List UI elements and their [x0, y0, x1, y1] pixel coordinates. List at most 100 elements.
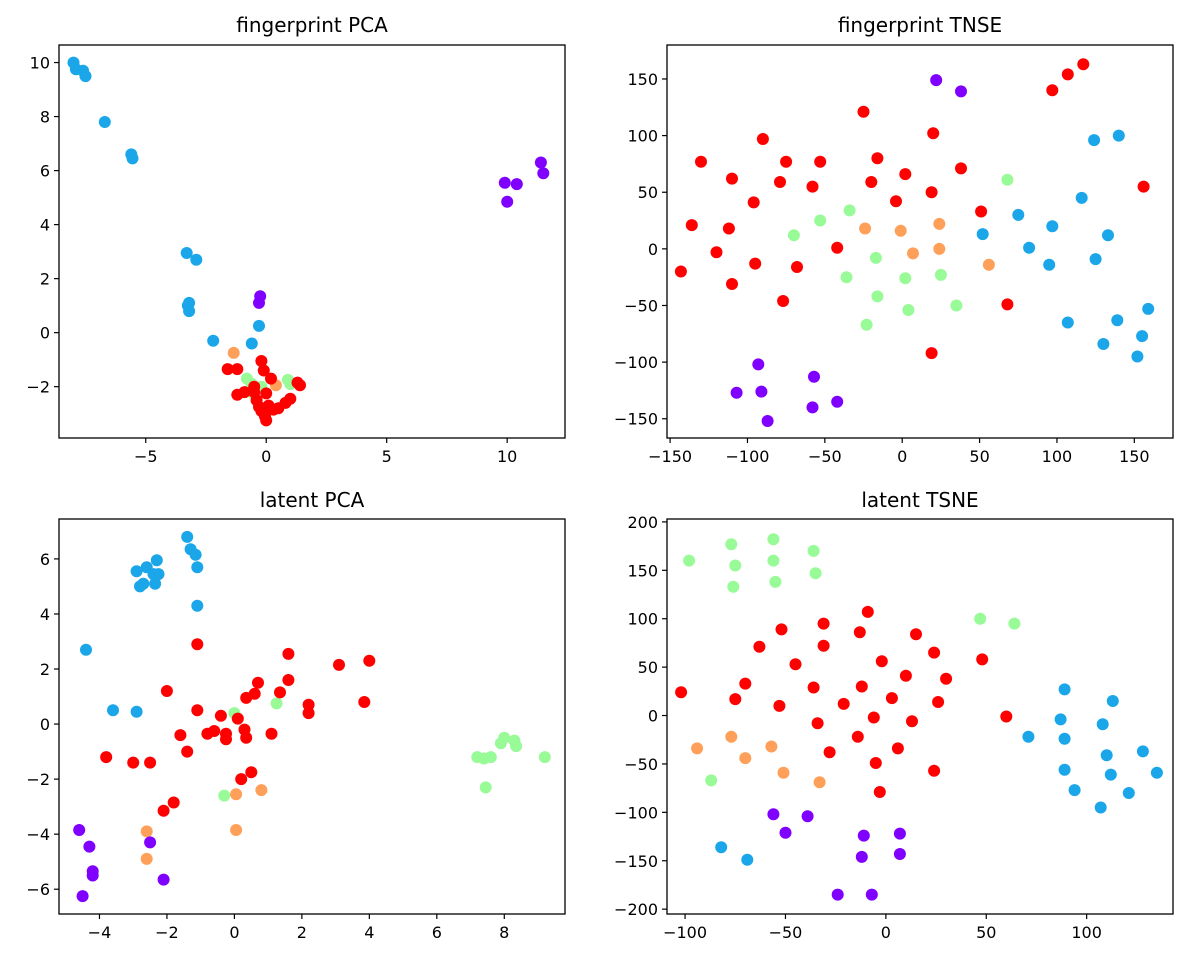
data-point-green-1	[725, 538, 738, 551]
data-point-red-3	[363, 654, 376, 667]
data-point-green-2	[484, 751, 497, 764]
y-tick-label: −50	[624, 755, 658, 774]
data-point-orange-0	[691, 742, 704, 755]
y-tick-label: −150	[614, 852, 658, 871]
data-point-red-9	[817, 639, 830, 652]
data-point-purple-0	[767, 808, 780, 821]
data-point-blue-13	[1136, 330, 1149, 343]
x-tick-label: 0	[261, 447, 271, 466]
data-point-blue-8	[190, 253, 203, 266]
data-point-red-26	[891, 742, 904, 755]
x-tick-label: −2	[155, 923, 179, 942]
data-point-blue-11	[1061, 316, 1074, 329]
y-tick-label: 0	[40, 324, 50, 343]
data-point-green-10	[902, 304, 915, 316]
y-tick-label: 150	[627, 70, 658, 89]
data-point-red-7	[817, 617, 830, 630]
chart-title: latent TSNE	[861, 488, 978, 512]
x-tick-label: 50	[976, 923, 996, 942]
data-point-red-5	[252, 676, 264, 689]
y-tick-label: 0	[648, 707, 658, 726]
data-point-blue-5	[1058, 732, 1071, 745]
data-point-blue-9	[1043, 258, 1056, 271]
data-point-blue-0	[1112, 129, 1125, 142]
data-point-red-11	[302, 698, 315, 711]
data-point-purple-3	[86, 869, 99, 882]
data-point-blue-4	[130, 565, 143, 578]
y-tick-label: 10	[30, 54, 50, 73]
data-point-blue-4	[98, 116, 111, 128]
data-point-blue-6	[976, 228, 989, 241]
data-point-green-11	[705, 774, 718, 787]
data-point-red-13	[855, 680, 868, 693]
data-point-purple-4	[144, 836, 157, 849]
data-point-red-30	[1001, 298, 1014, 311]
y-tick-label: −6	[26, 880, 50, 899]
data-point-red-19	[294, 379, 306, 392]
data-point-blue-13	[80, 643, 92, 656]
data-point-orange-0	[859, 222, 872, 235]
data-point-blue-10	[149, 577, 162, 590]
data-point-green-1	[843, 204, 856, 217]
data-point-red-5	[756, 133, 769, 145]
data-point-red-4	[927, 127, 940, 140]
data-point-orange-2	[739, 752, 752, 765]
data-point-red-26	[127, 756, 140, 769]
data-point-red-6	[282, 674, 295, 686]
data-point-green-8	[809, 567, 822, 580]
data-point-red-8	[861, 605, 874, 618]
data-point-red-24	[932, 696, 945, 708]
data-point-green-5	[767, 554, 780, 567]
data-point-blue-3	[150, 554, 163, 567]
plot-frame	[666, 44, 1174, 439]
data-point-purple-0	[498, 176, 511, 189]
data-point-red-6	[695, 155, 707, 168]
data-point-red-0	[1077, 58, 1090, 71]
data-point-red-24	[181, 745, 194, 758]
y-tick-label: −2	[26, 770, 50, 789]
data-point-red-28	[245, 766, 258, 779]
data-point-blue-9	[1104, 768, 1117, 781]
data-point-red-21	[248, 380, 261, 393]
data-point-purple-1	[779, 826, 792, 839]
data-point-red-17	[284, 392, 297, 405]
data-point-red-11	[807, 681, 820, 694]
data-point-green-4	[869, 251, 882, 264]
data-point-purple-5	[157, 873, 170, 886]
data-point-blue-8	[1089, 253, 1102, 266]
data-point-red-11	[806, 180, 819, 193]
data-point-green-3	[727, 580, 740, 593]
data-point-red-19	[975, 205, 988, 218]
data-point-red-0	[221, 363, 234, 376]
data-point-purple-0	[930, 74, 943, 87]
data-point-red-19	[220, 733, 232, 746]
data-point-orange-0	[140, 825, 153, 838]
data-point-blue-7	[180, 247, 193, 259]
y-tick-label: −50	[624, 296, 658, 315]
y-tick-label: −100	[614, 353, 658, 372]
x-tick-label: 8	[499, 923, 509, 942]
data-point-purple-0	[73, 824, 86, 836]
data-point-blue-2	[1022, 730, 1035, 743]
data-point-red-29	[235, 773, 248, 786]
data-point-orange-3	[765, 740, 778, 753]
data-point-purple-2	[752, 358, 765, 371]
data-point-blue-11	[183, 305, 196, 318]
data-point-green-0	[1001, 173, 1014, 186]
data-point-red-7	[260, 387, 273, 400]
data-point-red-15	[865, 176, 878, 188]
data-point-red-20	[1137, 180, 1150, 193]
data-point-red-9	[240, 691, 253, 704]
y-tick-label: 8	[40, 108, 50, 127]
data-point-red-5	[255, 355, 268, 367]
y-tick-label: 2	[40, 660, 50, 679]
data-point-orange-4	[777, 766, 790, 779]
chart-title: fingerprint PCA	[236, 13, 388, 37]
y-tick-label: 0	[648, 240, 658, 259]
data-point-green-11	[218, 789, 231, 802]
data-point-red-12	[302, 707, 315, 720]
data-point-red-22	[722, 222, 735, 235]
data-point-green-8	[950, 299, 963, 312]
y-tick-label: 4	[40, 216, 50, 235]
data-point-red-25	[100, 751, 113, 764]
